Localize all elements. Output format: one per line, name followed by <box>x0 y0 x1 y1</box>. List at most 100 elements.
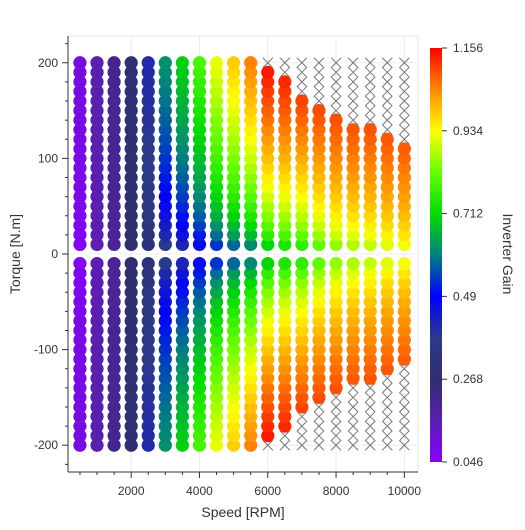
infeasible-point <box>347 95 359 107</box>
scatter-point <box>209 419 224 433</box>
scatter-point <box>244 103 258 118</box>
scatter-point <box>346 314 360 328</box>
scatter-point <box>192 209 207 223</box>
scatter-point <box>209 304 224 318</box>
scatter-point <box>90 371 104 385</box>
scatter-point <box>397 218 411 232</box>
scatter-point <box>244 323 258 338</box>
scatter-point <box>363 151 377 165</box>
infeasible-point <box>364 86 376 97</box>
scatter-point <box>209 190 224 204</box>
scatter-point <box>363 170 377 185</box>
infeasible-point <box>381 66 393 78</box>
scatter-point <box>244 151 258 165</box>
scatter-point <box>192 237 207 252</box>
scatter-point <box>278 304 292 318</box>
scatter-point <box>346 180 360 194</box>
scatter-point <box>397 266 411 280</box>
colorbar-tick-label: 0.268 <box>453 372 483 386</box>
scatter-point <box>209 132 224 146</box>
scatter-point <box>380 228 394 242</box>
scatter-point <box>329 295 343 309</box>
scatter-point <box>141 295 155 309</box>
scatter-point <box>244 343 258 357</box>
scatter-point <box>73 276 87 290</box>
scatter-point <box>380 170 394 185</box>
infeasible-point <box>398 57 410 69</box>
scatter-point <box>312 151 326 165</box>
scatter-point <box>158 228 172 242</box>
scatter-point <box>346 190 360 204</box>
scatter-point <box>244 400 258 414</box>
scatter-point <box>73 237 87 252</box>
scatter-point <box>107 190 121 204</box>
scatter-point <box>158 180 172 194</box>
scatter-point <box>244 113 258 127</box>
data-points <box>73 56 411 452</box>
scatter-point <box>329 266 343 280</box>
scatter-point <box>295 266 309 280</box>
scatter-point <box>329 333 343 347</box>
scatter-point <box>380 314 394 328</box>
scatter-point <box>329 228 343 242</box>
scatter-point <box>227 352 241 366</box>
scatter-point <box>192 123 207 137</box>
scatter-point <box>227 438 241 452</box>
scatter-point <box>346 161 360 175</box>
scatter-point <box>363 218 377 232</box>
infeasible-point <box>279 430 291 442</box>
scatter-point <box>124 419 138 433</box>
scatter-point <box>158 218 172 232</box>
scatter-point <box>312 132 326 146</box>
scatter-point <box>278 419 292 433</box>
scatter-point <box>124 161 138 175</box>
x-tick-label: 2000 <box>118 484 145 498</box>
infeasible-point <box>364 420 376 432</box>
scatter-point <box>363 132 377 146</box>
scatter-point <box>227 218 241 232</box>
scatter-point <box>278 333 292 347</box>
scatter-point <box>397 228 411 242</box>
scatter-point <box>209 438 224 452</box>
scatter-point <box>175 209 189 223</box>
scatter-point <box>73 65 87 79</box>
infeasible-point <box>381 105 393 116</box>
scatter-point <box>90 132 104 146</box>
colorbar-tick-label: 0.49 <box>453 289 477 303</box>
scatter-point <box>158 429 172 443</box>
scatter-point <box>397 209 411 223</box>
scatter-point <box>192 113 207 127</box>
scatter-point <box>90 390 104 405</box>
scatter-point <box>73 419 87 433</box>
scatter-point <box>329 371 343 385</box>
scatter-point <box>141 180 155 194</box>
scatter-point <box>107 113 121 127</box>
scatter-point <box>227 409 241 424</box>
scatter-point <box>107 132 121 146</box>
scatter-point <box>124 371 138 385</box>
scatter-point <box>141 142 155 156</box>
scatter-point <box>209 142 224 156</box>
scatter-point <box>73 123 87 137</box>
scatter-point <box>227 304 241 318</box>
scatter-point <box>158 390 172 405</box>
scatter-point <box>312 333 326 347</box>
infeasible-point <box>381 382 393 394</box>
scatter-point <box>278 409 292 424</box>
scatter-point <box>192 75 207 89</box>
scatter-point <box>192 285 207 299</box>
scatter-point <box>312 170 326 185</box>
scatter-point <box>124 123 138 137</box>
scatter-point <box>158 190 172 204</box>
scatter-point <box>175 180 189 194</box>
scatter-point <box>278 371 292 385</box>
scatter-point <box>227 362 241 376</box>
scatter-point <box>175 84 189 99</box>
infeasible-point <box>279 57 291 69</box>
scatter-point <box>124 438 138 452</box>
scatter-point <box>295 381 309 395</box>
infeasible-point <box>330 95 342 107</box>
x-tick-label: 8000 <box>323 484 350 498</box>
scatter-point <box>192 429 207 443</box>
scatter-point <box>124 362 138 376</box>
